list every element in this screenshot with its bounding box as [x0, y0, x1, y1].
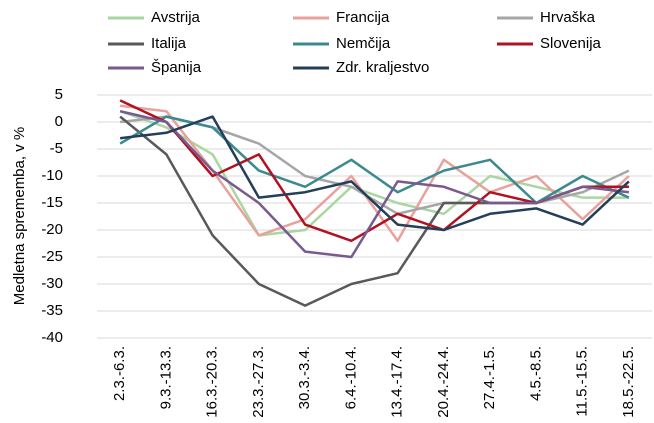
- y-axis-label: Medletna sprememba, v %: [11, 127, 28, 305]
- x-tick-label: 30.3.-3.4.: [296, 346, 313, 409]
- x-tick-label: 18.5.-22.5.: [620, 346, 637, 418]
- y-tick-label: -20: [41, 221, 63, 238]
- x-tick-label: 2.3.-6.3.: [111, 346, 128, 401]
- legend-label: Zdr. kraljestvo: [336, 59, 429, 76]
- x-tick-label: 6.4.-10.4.: [342, 346, 359, 409]
- series-line: [119, 115, 630, 205]
- legend-label: Nemčija: [336, 35, 391, 52]
- x-tick-label: 9.3.-13.3.: [157, 346, 174, 409]
- y-tick-label: -30: [41, 275, 63, 292]
- legend-label: Slovenija: [540, 35, 602, 52]
- y-tick-label: -5: [50, 140, 63, 157]
- legend-label: Italija: [151, 35, 187, 52]
- series-line: [119, 110, 629, 237]
- x-tick-label: 23.3.-27.3.: [250, 346, 267, 418]
- x-tick-label: 20.4.-24.4.: [435, 346, 452, 418]
- x-tick-label: 4.5.-8.5.: [527, 346, 544, 401]
- legend-label: Avstrija: [151, 9, 201, 26]
- y-tick-label: 5: [55, 86, 63, 103]
- legend-label: Francija: [336, 9, 390, 26]
- legend-label: Hrvaška: [540, 9, 596, 26]
- series-line: [119, 115, 630, 232]
- y-tick-label: -15: [41, 194, 63, 211]
- x-tick-label: 27.4.-1.5.: [481, 346, 498, 409]
- x-tick-label: 11.5.-15.5.: [574, 346, 591, 417]
- y-tick-label: -10: [41, 167, 63, 184]
- legend-label: Španija: [151, 59, 202, 76]
- y-tick-label: -40: [41, 329, 63, 346]
- y-tick-label: 0: [55, 113, 63, 130]
- series-line: [119, 115, 630, 216]
- x-tick-label: 16.3.-20.3.: [204, 346, 221, 418]
- series-line: [119, 109, 630, 259]
- y-tick-label: -35: [41, 302, 63, 319]
- x-tick-label: 13.4.-17.4.: [389, 346, 406, 418]
- y-tick-label: -25: [41, 248, 63, 265]
